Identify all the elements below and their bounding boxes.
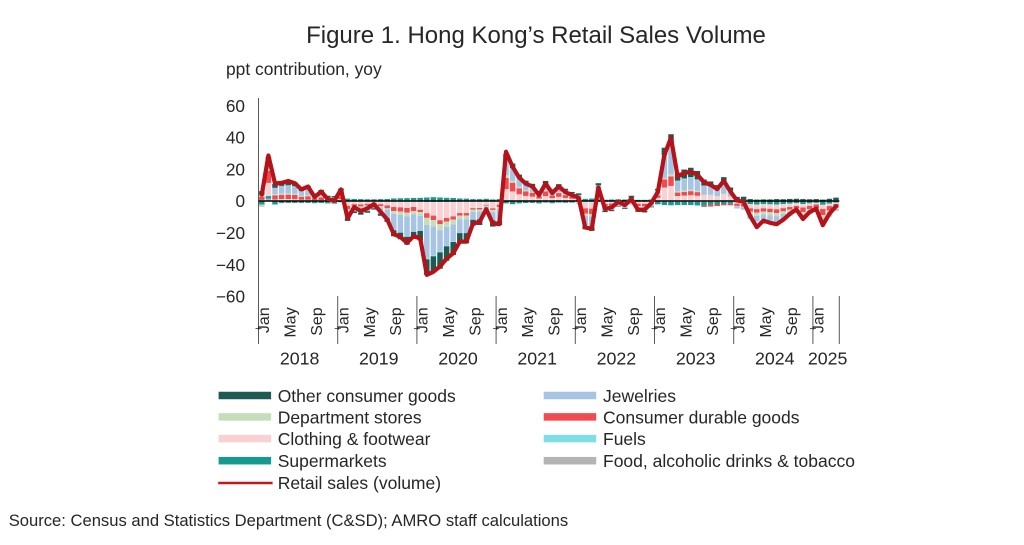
svg-text:Jewelries: Jewelries (603, 386, 676, 406)
svg-text:Sep: Sep (309, 307, 326, 336)
svg-text:2018: 2018 (280, 348, 320, 368)
svg-text:Jan: Jan (731, 307, 748, 333)
svg-text:May: May (283, 307, 300, 337)
svg-text:2024: 2024 (755, 348, 795, 368)
svg-text:May: May (599, 307, 616, 337)
svg-text:May: May (679, 307, 696, 337)
svg-text:2025: 2025 (808, 348, 848, 368)
svg-text:Other consumer goods: Other consumer goods (278, 386, 456, 406)
svg-text:2023: 2023 (676, 348, 716, 368)
svg-text:60: 60 (226, 96, 245, 116)
svg-text:Jan: Jan (573, 307, 590, 333)
svg-text:Fuels: Fuels (603, 429, 646, 449)
svg-text:−60: −60 (216, 287, 245, 307)
svg-text:May: May (758, 307, 775, 337)
svg-text:Retail sales (volume): Retail sales (volume) (278, 473, 441, 493)
svg-text:Figure 1. Hong Kong’s Retail S: Figure 1. Hong Kong’s Retail Sales Volum… (306, 22, 766, 49)
svg-text:May: May (362, 307, 379, 337)
svg-text:2022: 2022 (597, 348, 637, 368)
svg-text:May: May (520, 307, 537, 337)
svg-text:Sep: Sep (388, 307, 405, 336)
svg-text:Sep: Sep (626, 307, 643, 336)
svg-text:Sep: Sep (784, 307, 801, 336)
svg-text:2019: 2019 (359, 348, 399, 368)
svg-text:ppt contribution, yoy: ppt contribution, yoy (226, 59, 382, 79)
svg-text:Jan: Jan (415, 307, 432, 333)
svg-text:40: 40 (226, 128, 245, 148)
svg-text:−20: −20 (216, 223, 245, 243)
svg-text:Department stores: Department stores (278, 407, 422, 427)
svg-text:Sep: Sep (467, 307, 484, 336)
svg-text:Sep: Sep (547, 307, 564, 336)
svg-text:Source: Census and Statistics: Source: Census and Statistics Department… (9, 511, 569, 530)
svg-text:May: May (441, 307, 458, 337)
svg-text:2020: 2020 (438, 348, 478, 368)
svg-text:Clothing & footwear: Clothing & footwear (278, 429, 431, 449)
svg-text:2021: 2021 (517, 348, 557, 368)
svg-text:Jan: Jan (494, 307, 511, 333)
svg-text:Jan: Jan (335, 307, 352, 333)
svg-text:Food, alcoholic drinks & tobac: Food, alcoholic drinks & tobacco (603, 451, 855, 471)
svg-text:0: 0 (235, 191, 245, 211)
svg-text:Sep: Sep (705, 307, 722, 336)
svg-text:Jan: Jan (256, 307, 273, 333)
svg-text:Consumer durable goods: Consumer durable goods (603, 407, 800, 427)
svg-text:Jan: Jan (652, 307, 669, 333)
svg-text:Supermarkets: Supermarkets (278, 451, 387, 471)
svg-text:−40: −40 (216, 255, 245, 275)
svg-text:20: 20 (226, 159, 245, 179)
svg-text:Jan: Jan (811, 307, 828, 333)
